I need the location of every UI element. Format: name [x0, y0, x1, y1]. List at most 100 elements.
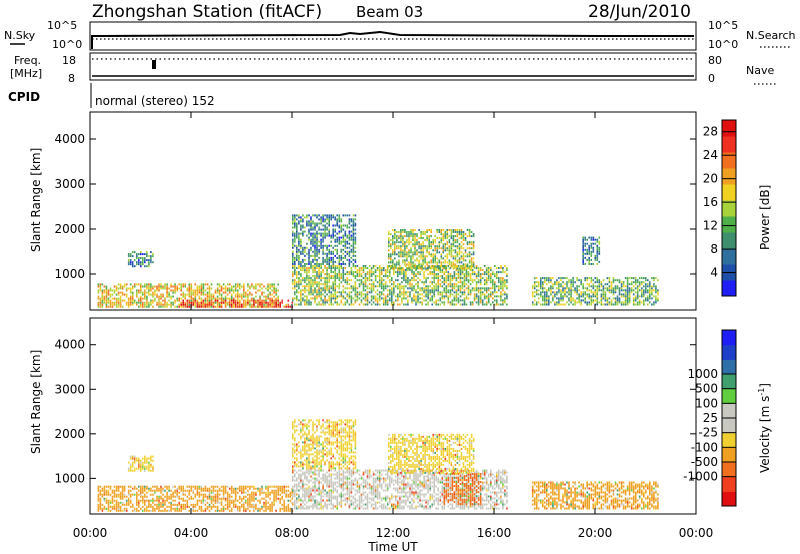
heatmap-cell	[310, 283, 312, 286]
heatmap-cell	[138, 257, 140, 260]
heatmap-cell	[204, 503, 207, 506]
heatmap-cell	[429, 293, 431, 296]
heatmap-cell	[435, 285, 437, 288]
heatmap-cell	[279, 487, 281, 490]
heatmap-cell	[142, 501, 144, 504]
heatmap-cell	[194, 303, 197, 306]
heatmap-cell	[208, 503, 211, 506]
heatmap-cell	[649, 289, 651, 292]
heatmap-cell	[475, 283, 478, 286]
heatmap-cell	[251, 505, 253, 508]
heatmap-cell	[241, 499, 243, 502]
heatmap-cell	[340, 228, 343, 231]
heatmap-cell	[420, 265, 422, 268]
heatmap-cell	[310, 242, 312, 245]
heatmap-cell	[408, 261, 410, 264]
heatmap-cell	[123, 283, 126, 286]
heatmap-cell	[117, 297, 120, 300]
heatmap-cell	[578, 285, 580, 288]
heatmap-cell	[366, 291, 369, 294]
heatmap-cell	[462, 243, 465, 246]
heatmap-cell	[348, 303, 351, 306]
heatmap-cell	[224, 491, 227, 494]
heatmap-cell	[502, 285, 504, 288]
heatmap-cell	[237, 499, 239, 502]
heatmap-cell	[442, 265, 445, 268]
heatmap-cell	[453, 285, 456, 288]
heatmap-cell	[148, 505, 150, 508]
heatmap-cell	[372, 265, 375, 267]
heatmap-cell	[300, 232, 302, 235]
heatmap-cell	[210, 501, 213, 504]
heatmap-cell	[552, 295, 554, 298]
heatmap-cell	[624, 289, 627, 292]
heatmap-cell	[457, 287, 460, 290]
heatmap-cell	[131, 301, 134, 304]
heatmap-cell	[176, 491, 178, 494]
heatmap-cell	[578, 289, 580, 292]
heatmap-cell	[397, 275, 399, 278]
heatmap-cell	[109, 509, 112, 512]
heatmap-cell	[212, 503, 215, 506]
heatmap-cell	[426, 267, 428, 270]
heatmap-cell	[588, 301, 590, 304]
heatmap-cell	[322, 248, 324, 251]
heatmap-cell	[322, 224, 324, 227]
heatmap-cell	[138, 297, 140, 300]
heatmap-cell	[103, 507, 106, 510]
heatmap-cell	[232, 289, 235, 292]
heatmap-cell	[334, 279, 336, 282]
heatmap-cell	[216, 295, 219, 298]
heatmap-cell	[194, 297, 197, 300]
heatmap-cell	[576, 277, 578, 280]
heatmap-cell	[324, 285, 326, 288]
heatmap-cell	[436, 247, 438, 250]
heatmap-cell	[204, 305, 207, 308]
heatmap-cell	[115, 287, 118, 290]
heatmap-cell	[316, 285, 318, 288]
heatmap-cell	[641, 293, 643, 296]
heatmap-cell	[121, 501, 124, 504]
heatmap-cell	[407, 277, 409, 280]
heatmap-cell	[224, 305, 227, 308]
heatmap-cell	[592, 285, 595, 288]
heatmap-cell	[269, 297, 271, 300]
heatmap-cell	[300, 252, 302, 255]
heatmap-cell	[304, 250, 306, 253]
heatmap-cell	[212, 485, 215, 488]
heatmap-cell	[411, 277, 413, 280]
heatmap-cell	[459, 279, 462, 282]
heatmap-cell	[451, 289, 454, 292]
heatmap-cell	[362, 293, 365, 296]
heatmap-cell	[228, 299, 231, 302]
heatmap-cell	[400, 231, 402, 233]
heatmap-cell	[162, 299, 164, 302]
heatmap-cell	[364, 273, 367, 276]
heatmap-cell	[445, 265, 448, 267]
heatmap-cell	[202, 499, 205, 502]
heatmap-cell	[243, 495, 245, 498]
heatmap-cell	[308, 301, 310, 304]
heatmap-cell	[348, 234, 351, 237]
heatmap-cell	[294, 273, 296, 276]
heatmap-cell	[224, 489, 227, 492]
heatmap-cell	[556, 291, 558, 294]
heatmap-cell	[224, 499, 227, 502]
heatmap-cell	[647, 283, 649, 286]
heatmap-cell	[160, 295, 162, 298]
heatmap-cell	[426, 235, 428, 238]
heatmap-cell	[594, 242, 597, 245]
heatmap-cell	[502, 293, 504, 296]
heatmap-cell	[604, 295, 607, 298]
heatmap-cell	[574, 287, 576, 290]
heatmap-cell	[304, 263, 306, 265]
heatmap-cell	[292, 218, 294, 221]
heatmap-cell	[292, 503, 294, 506]
heatmap-cell	[328, 222, 330, 225]
heatmap-cell	[496, 277, 498, 280]
heatmap-cell	[469, 265, 472, 267]
heatmap-cell	[394, 245, 396, 248]
heatmap-cell	[396, 235, 398, 238]
heatmap-cell	[454, 251, 457, 254]
